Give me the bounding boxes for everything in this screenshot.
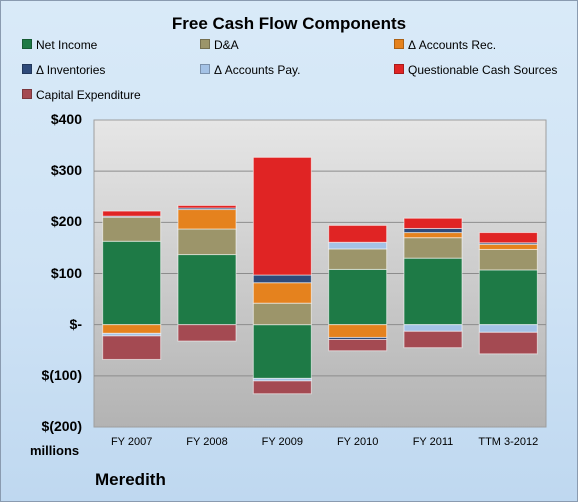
y-tick-label: $-: [69, 315, 82, 332]
legend-label: Δ Accounts Rec.: [408, 38, 497, 52]
bar-segment-capital-expenditure: [478, 331, 538, 355]
bar-segment-d-a: [102, 216, 162, 242]
chart-title: Free Cash Flow Components: [171, 14, 407, 33]
legend-label: D&A: [214, 38, 239, 52]
bar-segment-capital-expenditure: [403, 330, 463, 349]
y-tick-label: $200: [50, 213, 82, 230]
legend-label: Questionable Cash Sources: [408, 63, 558, 77]
legend-swatch: [22, 89, 32, 99]
bar-segment-accounts-rec: [102, 324, 162, 334]
bar-segment-questionable-cash-sources: [177, 204, 237, 209]
legend-label: Δ Accounts Pay.: [214, 63, 301, 77]
legend-item-accounts-pay: Δ Accounts Pay.: [200, 63, 301, 77]
bar-segment-d-a: [478, 248, 538, 271]
bar-segment-accounts-rec: [478, 243, 538, 250]
x-tick-label: FY 2009: [261, 436, 304, 448]
legend-swatch: [394, 39, 404, 49]
legend-swatch: [200, 39, 210, 49]
x-tick-label: TTM 3-2012: [478, 436, 539, 448]
legend-swatch: [22, 64, 32, 74]
bar-segment-net-income: [478, 269, 538, 326]
bar-segment-net-income: [102, 240, 162, 326]
bar-segment-accounts-pay: [328, 241, 388, 250]
bar-segment-net-income: [252, 324, 312, 379]
x-tick-label: FY 2007: [110, 436, 153, 448]
bar-segment-questionable-cash-sources: [252, 156, 312, 276]
legend-swatch: [200, 64, 210, 74]
bar-segment-inventories: [252, 274, 312, 284]
bar-segment-questionable-cash-sources: [102, 210, 162, 217]
bar-segment-capital-expenditure: [252, 380, 312, 395]
bar-segment-questionable-cash-sources: [478, 232, 538, 244]
x-tick-label: FY 2010: [336, 436, 379, 448]
bar-segment-questionable-cash-sources: [403, 217, 463, 229]
bar-segment-d-a: [328, 248, 388, 270]
y-tick-label: $400: [50, 111, 82, 127]
x-tick-label: FY 2011: [412, 436, 454, 448]
bar-segment-accounts-rec: [177, 209, 237, 230]
legend-swatch: [22, 39, 32, 49]
unit-label: millions: [30, 443, 80, 458]
legend-item-inventories: Δ Inventories: [22, 63, 105, 77]
bar-segment-net-income: [328, 268, 388, 326]
bar-segment-capital-expenditure: [328, 339, 388, 352]
bar-segment-accounts-pay: [478, 324, 538, 333]
bar-segment-capital-expenditure: [102, 335, 162, 360]
bar-segment-net-income: [177, 254, 237, 326]
company-name: Meredith: [95, 470, 166, 489]
bar-segment-capital-expenditure: [177, 324, 237, 342]
bar-segment-accounts-rec: [403, 232, 463, 239]
bar-segment-inventories: [403, 227, 463, 234]
legend-label: Net Income: [36, 38, 98, 52]
bar-segment-accounts-rec: [252, 282, 312, 304]
legend-item-d-a: D&A: [200, 38, 239, 52]
bar-segment-d-a: [177, 228, 237, 256]
legend-item-capital-expenditure: Capital Expenditure: [22, 88, 141, 102]
bar-segment-accounts-rec: [328, 324, 388, 338]
y-tick-label: $100: [50, 264, 82, 281]
legend-item-accounts-rec: Δ Accounts Rec.: [394, 38, 496, 52]
bar-segment-questionable-cash-sources: [328, 224, 388, 243]
x-tick-label: FY 2008: [186, 436, 228, 448]
bar-segment-d-a: [252, 302, 312, 326]
legend-item-questionable-cash-sources: Questionable Cash Sources: [394, 63, 557, 77]
bar-segment-net-income: [403, 257, 463, 326]
legend-label: Δ Inventories: [36, 63, 106, 77]
y-tick-label: $(200): [41, 418, 82, 434]
y-tick-label: $300: [50, 162, 82, 179]
legend-item-net-income: Net Income: [22, 38, 97, 52]
legend-swatch: [394, 64, 404, 74]
bar-segment-d-a: [403, 237, 463, 259]
legend-label: Capital Expenditure: [36, 88, 141, 102]
bar-segment-accounts-pay: [403, 324, 463, 332]
y-tick-label: $(100): [41, 366, 82, 383]
